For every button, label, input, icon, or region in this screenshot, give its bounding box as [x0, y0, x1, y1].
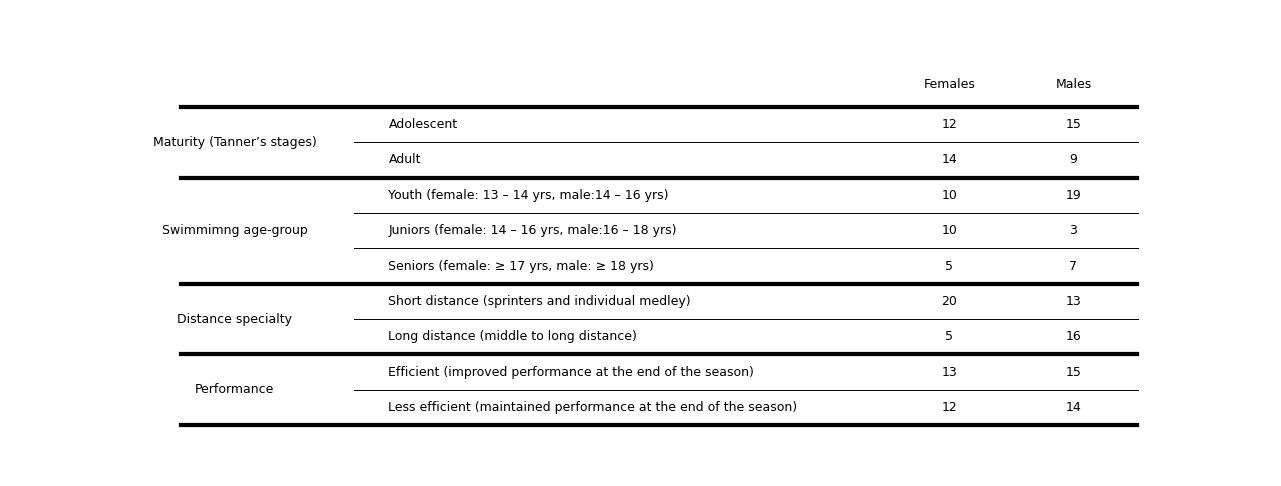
Text: 16: 16 — [1066, 330, 1081, 343]
Text: Long distance (middle to long distance): Long distance (middle to long distance) — [388, 330, 638, 343]
Text: 3: 3 — [1070, 224, 1077, 237]
Text: Seniors (female: ≥ 17 yrs, male: ≥ 18 yrs): Seniors (female: ≥ 17 yrs, male: ≥ 18 yr… — [388, 260, 655, 273]
Text: 19: 19 — [1066, 189, 1081, 202]
Text: 15: 15 — [1066, 365, 1081, 379]
Text: 7: 7 — [1070, 260, 1077, 273]
Text: Males: Males — [1056, 78, 1091, 91]
Text: 9: 9 — [1070, 154, 1077, 167]
Text: Youth (female: 13 – 14 yrs, male:14 – 16 yrs): Youth (female: 13 – 14 yrs, male:14 – 16… — [388, 189, 669, 202]
Text: Distance specialty: Distance specialty — [177, 312, 292, 326]
Text: 10: 10 — [942, 224, 957, 237]
Text: Swimmimng age-group: Swimmimng age-group — [161, 224, 307, 237]
Text: 13: 13 — [942, 365, 957, 379]
Text: 14: 14 — [942, 154, 957, 167]
Text: Less efficient (maintained performance at the end of the season): Less efficient (maintained performance a… — [388, 401, 798, 414]
Text: 20: 20 — [942, 295, 957, 308]
Text: Adult: Adult — [388, 154, 421, 167]
Text: 13: 13 — [1066, 295, 1081, 308]
Text: 14: 14 — [1066, 401, 1081, 414]
Text: 12: 12 — [942, 401, 957, 414]
Text: Juniors (female: 14 – 16 yrs, male:16 – 18 yrs): Juniors (female: 14 – 16 yrs, male:16 – … — [388, 224, 676, 237]
Text: Females: Females — [924, 78, 975, 91]
Text: Performance: Performance — [195, 383, 274, 396]
Text: Efficient (improved performance at the end of the season): Efficient (improved performance at the e… — [388, 365, 755, 379]
Text: 5: 5 — [945, 330, 953, 343]
Text: Adolescent: Adolescent — [388, 118, 457, 131]
Text: 5: 5 — [945, 260, 953, 273]
Text: Short distance (sprinters and individual medley): Short distance (sprinters and individual… — [388, 295, 690, 308]
Text: 10: 10 — [942, 189, 957, 202]
Text: Maturity (Tanner’s stages): Maturity (Tanner’s stages) — [152, 136, 316, 149]
Text: 12: 12 — [942, 118, 957, 131]
Text: 15: 15 — [1066, 118, 1081, 131]
